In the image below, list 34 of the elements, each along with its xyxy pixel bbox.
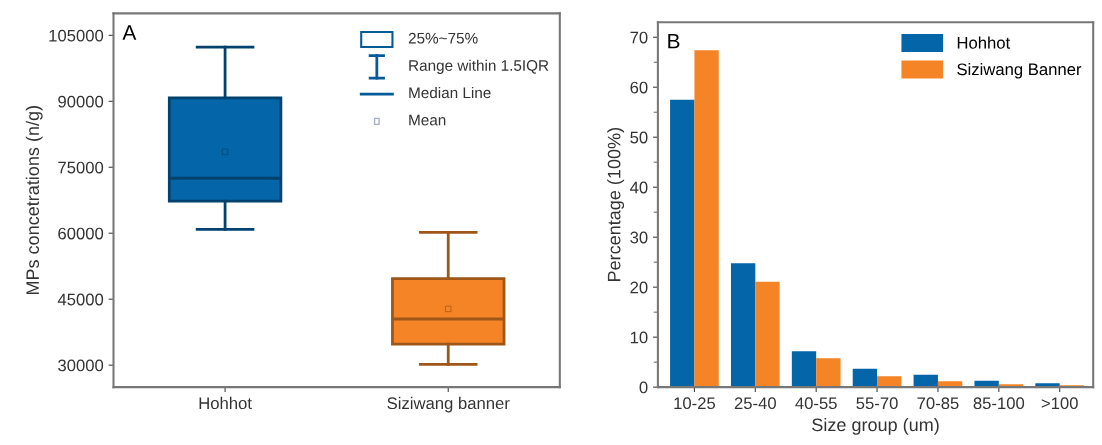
x-tick-label: 10-25 [674, 397, 716, 410]
annotation: 25%~75% [408, 32, 478, 44]
y-axis-title: MPs concetrations (n/g) [25, 106, 43, 295]
y-tick-label: 45000 [57, 293, 104, 306]
chart-title: B [668, 33, 680, 49]
x-axis-title: Size group (um) [812, 417, 939, 435]
y-tick-label: 90000 [58, 95, 104, 108]
annotation: Mean [409, 114, 446, 126]
x-tick-label: 55-70 [856, 397, 898, 410]
y-tick-label: 30000 [58, 359, 104, 372]
chart-title: A [122, 25, 137, 40]
x-tick-label: 40-55 [795, 397, 837, 410]
legend-label: Hohhot [957, 36, 1011, 49]
y-tick-label: 10 [630, 331, 648, 344]
x-tick-label: Siziwang banner [387, 396, 510, 413]
y-tick-label: 30 [630, 231, 648, 244]
annotation: Median Line [409, 86, 491, 99]
y-tick-label: 75000 [58, 161, 104, 174]
y-tick-label: 105000 [49, 29, 104, 42]
x-tick-label: 25-40 [734, 397, 776, 410]
y-tick-label: 0 [639, 381, 648, 394]
x-tick-label: Hohhot [199, 396, 252, 410]
y-tick-label: 20 [630, 281, 648, 294]
y-tick-label: 40 [630, 181, 648, 194]
x-tick-label: 70-85 [917, 397, 959, 410]
y-tick-label: 60 [630, 81, 648, 94]
x-tick-label: >100 [1041, 397, 1078, 410]
y-axis-title: Percentage (100%) [607, 128, 625, 281]
x-tick-label: 85-100 [973, 397, 1025, 410]
y-tick-label: 50 [630, 131, 648, 144]
y-tick-label: 60000 [58, 227, 104, 240]
y-tick-label: 70 [630, 31, 648, 44]
legend-label: Siziwang Banner [957, 63, 1082, 79]
annotation: Range within 1.5IQR [409, 59, 549, 74]
